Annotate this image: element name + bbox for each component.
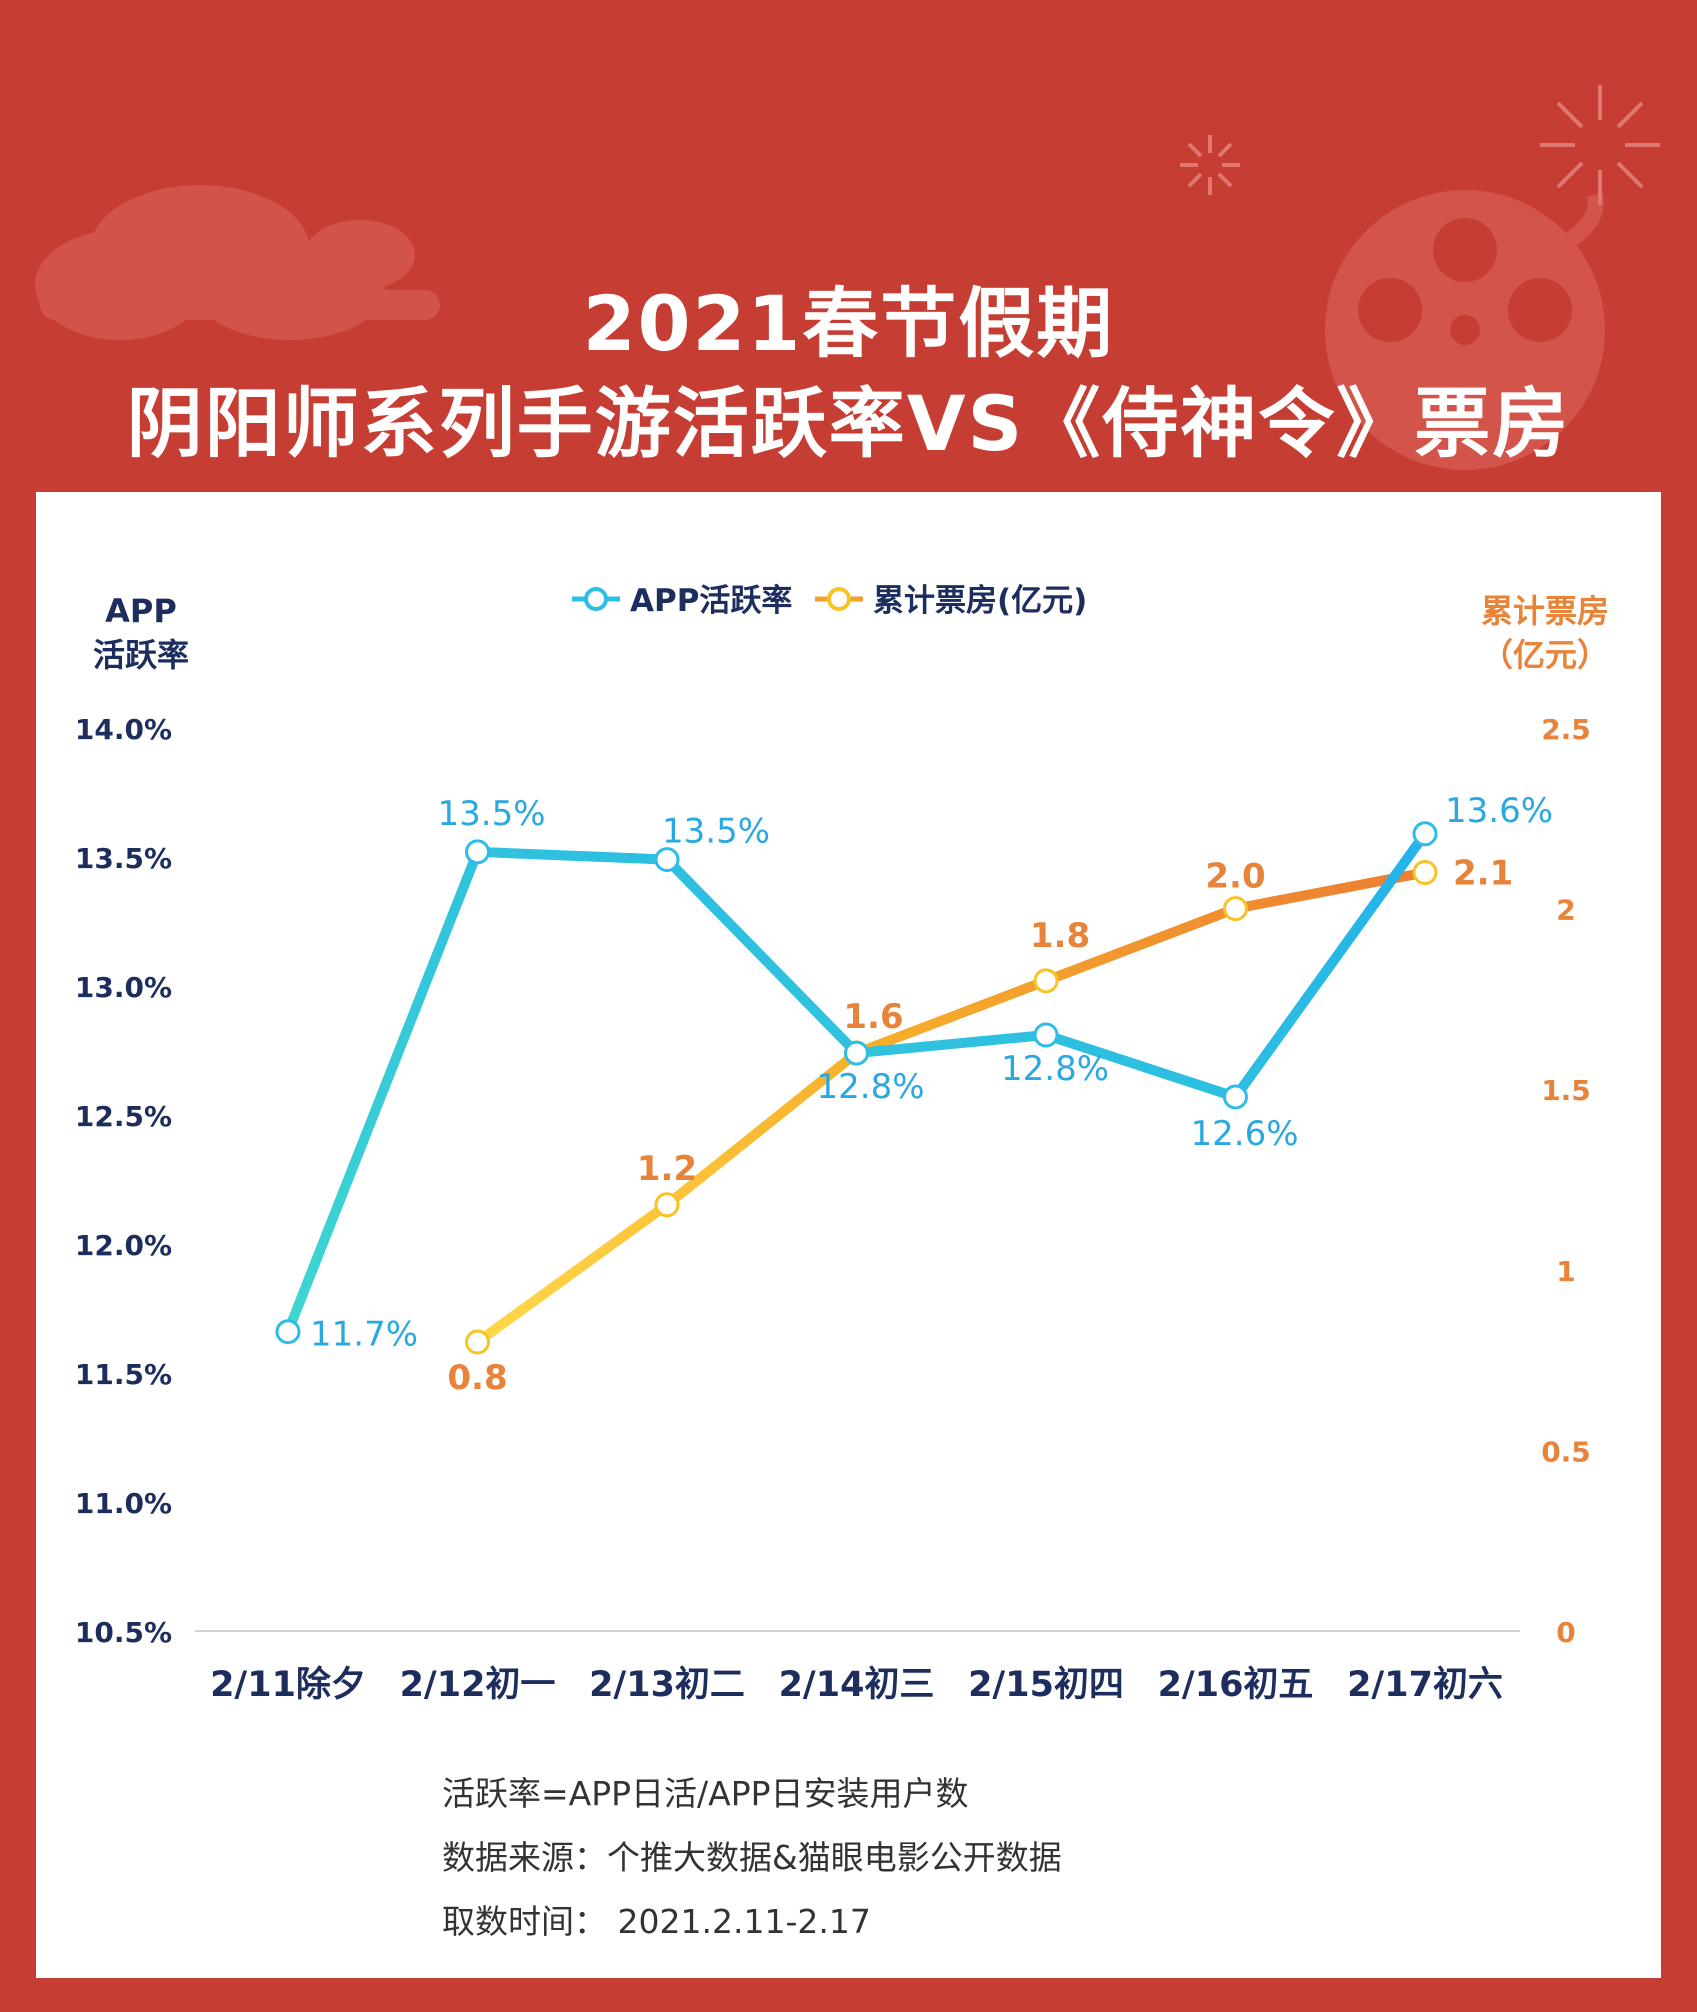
legend-marker-box-office	[815, 587, 863, 611]
left-tick-label: 14.0%	[75, 713, 172, 746]
box-office-point	[1223, 896, 1248, 922]
left-tick-label: 13.5%	[75, 842, 172, 875]
x-tick-label: 2/13初二	[589, 1665, 745, 1705]
activity-data-label: 12.6%	[1191, 1114, 1299, 1154]
left-tick-label: 13.0%	[75, 971, 172, 1004]
legend-label-activity: APP活跃率	[630, 583, 792, 619]
right-tick-label: 2.5	[1541, 713, 1591, 746]
left-tick-label: 12.5%	[75, 1100, 172, 1133]
activity-point	[275, 1319, 301, 1345]
box-office-points	[465, 859, 1438, 1355]
activity-data-label: 13.5%	[662, 812, 770, 852]
box-office-data-labels: 0.8 1.2 1.6 1.8 2.0 2.1	[447, 853, 1513, 1398]
x-axis-ticks: 2/11除夕 2/12初一 2/13初二 2/14初三 2/15初四 2/16初五 2/17…	[210, 1665, 1503, 1705]
cloud-icon	[35, 185, 440, 340]
right-axis-title-line1: 累计票房	[1481, 592, 1609, 630]
box-office-point	[465, 1329, 490, 1355]
x-tick-label: 2/17初六	[1347, 1665, 1503, 1705]
right-axis-ticks: 2.5 2 1.5 1 0.5 0	[1541, 713, 1591, 1649]
right-tick-label: 2	[1556, 894, 1575, 927]
activity-data-label: 11.7%	[310, 1315, 418, 1355]
box-office-point	[1412, 859, 1438, 885]
film-reel-icon	[1325, 190, 1605, 470]
note-date-range: 取数时间： 2021.2.11-2.17	[442, 1902, 871, 1941]
chart-title-line1: 2021春节假期	[582, 279, 1115, 368]
note-source: 数据来源：个推大数据&猫眼电影公开数据	[442, 1838, 1062, 1877]
chart-panel	[36, 492, 1661, 1978]
left-axis-ticks: 14.0% 13.5% 13.0% 12.5% 12.0% 11.5% 11.0% 10.5%	[75, 713, 172, 1649]
header-decoration	[35, 85, 1660, 470]
note-definition: 活跃率=APP日活/APP日安装用户数	[442, 1774, 969, 1813]
firework-icon	[1180, 85, 1660, 205]
box-office-data-label: 2.0	[1205, 857, 1265, 897]
right-tick-label: 1	[1556, 1255, 1575, 1288]
right-axis-title-line2: （亿元）	[1481, 636, 1609, 674]
left-tick-label: 11.0%	[75, 1487, 172, 1520]
activity-point	[844, 1040, 869, 1066]
x-tick-label: 2/12初一	[400, 1665, 556, 1705]
activity-data-label: 13.5%	[438, 794, 546, 834]
activity-points	[275, 821, 1438, 1345]
chart-title-line2: 阴阳师系列手游活跃率VS《侍神令》票房	[126, 379, 1571, 468]
activity-point	[1223, 1084, 1248, 1110]
box-office-data-label: 2.1	[1453, 853, 1513, 893]
left-axis-title-line1: APP	[105, 592, 177, 630]
left-tick-label: 10.5%	[75, 1616, 172, 1649]
x-tick-label: 2/14初三	[779, 1665, 935, 1705]
box-office-point	[1033, 968, 1059, 994]
activity-point	[654, 847, 680, 873]
legend: APP活跃率 累计票房(亿元)	[572, 583, 1087, 619]
box-office-data-label: 1.8	[1030, 916, 1090, 956]
box-office-data-label: 0.8	[447, 1358, 507, 1398]
series-line-box-office	[472, 867, 1430, 1348]
activity-data-label: 13.6%	[1445, 791, 1553, 831]
x-tick-label: 2/16初五	[1158, 1665, 1314, 1705]
legend-marker-activity	[572, 587, 620, 611]
box-office-data-label: 1.6	[843, 997, 903, 1037]
chart-notes: 活跃率=APP日活/APP日安装用户数 数据来源：个推大数据&猫眼电影公开数据 …	[442, 1762, 1062, 1954]
x-tick-label: 2/15初四	[968, 1665, 1124, 1705]
left-axis-title-line2: 活跃率	[93, 636, 189, 674]
legend-label-box-office: 累计票房(亿元)	[873, 583, 1087, 619]
activity-point	[1033, 1022, 1059, 1048]
left-tick-label: 12.0%	[75, 1229, 172, 1262]
activity-data-labels: 11.7% 13.5% 13.5% 12.8% 12.8% 12.6% 13.6%	[310, 791, 1553, 1355]
left-tick-label: 11.5%	[75, 1358, 172, 1391]
x-tick-label: 2/11除夕	[210, 1665, 366, 1705]
activity-point	[1412, 821, 1438, 847]
activity-data-label: 12.8%	[817, 1067, 925, 1107]
box-office-point	[654, 1192, 680, 1218]
right-tick-label: 1.5	[1541, 1074, 1591, 1107]
right-tick-label: 0.5	[1541, 1435, 1591, 1468]
right-tick-label: 0	[1556, 1616, 1575, 1649]
box-office-data-label: 1.2	[637, 1149, 697, 1189]
activity-point	[465, 839, 490, 865]
activity-data-label: 12.8%	[1001, 1049, 1109, 1089]
